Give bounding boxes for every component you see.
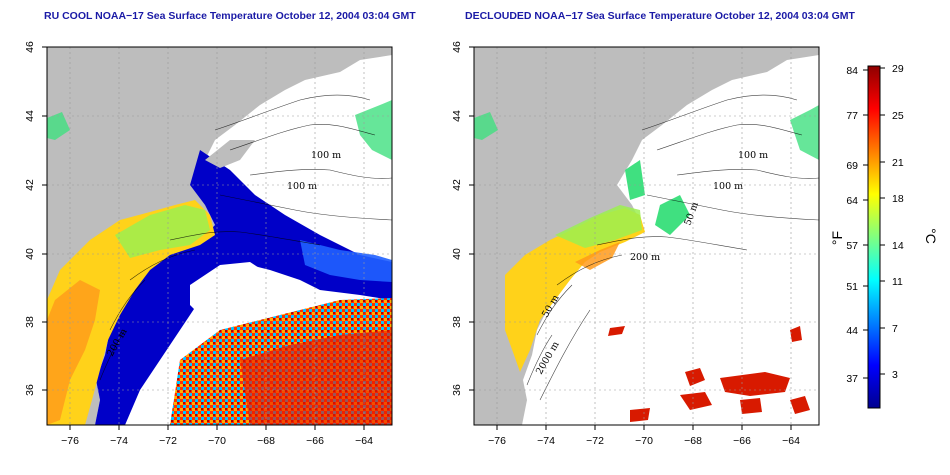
fahrenheit-tick-label: 84 [846, 65, 858, 77]
right-map-frame [473, 46, 820, 426]
fahrenheit-tick-label: 44 [846, 325, 858, 337]
left-map: 100 m 100 m 200 m [24, 41, 393, 447]
lat-tick-label: 44 [451, 110, 463, 122]
right-map-title: DECLOUDED NOAA−17 Sea Surface Temperatur… [465, 10, 855, 22]
warm-patches [608, 326, 810, 422]
lon-tick-label: −72 [586, 435, 604, 447]
celsius-tick-label: 29 [892, 63, 904, 75]
lon-tick-label: −68 [684, 435, 702, 447]
fahrenheit-tick-label: 51 [846, 281, 858, 293]
celsius-tick-label: 18 [892, 193, 904, 205]
fahrenheit-tick-label: 69 [846, 160, 858, 172]
fahrenheit-tick-label: 37 [846, 373, 858, 385]
fahrenheit-tick-label: 64 [846, 195, 858, 207]
lat-tick-label: 42 [451, 179, 463, 191]
lat-tick-label: 46 [24, 41, 36, 53]
celsius-tick-label: 25 [892, 110, 904, 122]
ocean-area [522, 47, 819, 425]
lon-tick-label: −74 [537, 435, 555, 447]
lon-tick-label: −74 [110, 435, 128, 447]
celsius-tick-label: 21 [892, 157, 904, 169]
lat-tick-label: 42 [24, 179, 36, 191]
shelf-water [505, 208, 645, 372]
lat-tick-label: 40 [451, 248, 463, 260]
lon-tick-label: −76 [61, 435, 79, 447]
celsius-tick-label: 7 [892, 323, 898, 335]
colorbar: 84 77 69 64 57 51 44 37 29 25 21 18 14 1… [829, 63, 939, 409]
fahrenheit-tick-label: 57 [846, 240, 858, 252]
lat-tick-label: 46 [451, 41, 463, 53]
contour-label: 100 m [713, 181, 743, 192]
celsius-unit-label: °C [923, 228, 939, 244]
lon-tick-label: −68 [257, 435, 275, 447]
lon-tick-label: −70 [635, 435, 653, 447]
lon-tick-label: −64 [782, 435, 800, 447]
lat-tick-label: 36 [24, 384, 36, 396]
lat-tick-label: 38 [24, 316, 36, 328]
lon-tick-label: −76 [488, 435, 506, 447]
contour-label: 200 m [630, 252, 660, 263]
contour-label: 100 m [311, 150, 341, 161]
lon-tick-label: −72 [159, 435, 177, 447]
lon-tick-label: −66 [733, 435, 751, 447]
cloud-patch [190, 262, 270, 320]
lat-tick-label: 36 [451, 384, 463, 396]
colorbar-gradient [867, 65, 881, 409]
celsius-tick-label: 3 [892, 369, 898, 381]
lat-tick-label: 38 [451, 316, 463, 328]
lon-tick-label: −66 [306, 435, 324, 447]
contour-label: 100 m [738, 150, 768, 161]
fahrenheit-tick-label: 77 [846, 110, 858, 122]
lon-tick-label: −64 [355, 435, 373, 447]
lat-tick-label: 40 [24, 248, 36, 260]
right-map: 100 m 100 m 50 m 200 m 50 m 2000 m [451, 41, 820, 447]
lat-tick-label: 44 [24, 110, 36, 122]
left-map-frame [46, 46, 393, 426]
celsius-tick-label: 11 [892, 276, 903, 288]
fahrenheit-unit-label: °F [829, 231, 845, 245]
contour-label: 100 m [287, 181, 317, 192]
shelf-water [47, 200, 215, 425]
left-map-title: RU COOL NOAA−17 Sea Surface Temperature … [44, 10, 416, 22]
cold-water [95, 150, 392, 425]
lon-tick-label: −70 [208, 435, 226, 447]
celsius-tick-label: 14 [892, 240, 904, 252]
